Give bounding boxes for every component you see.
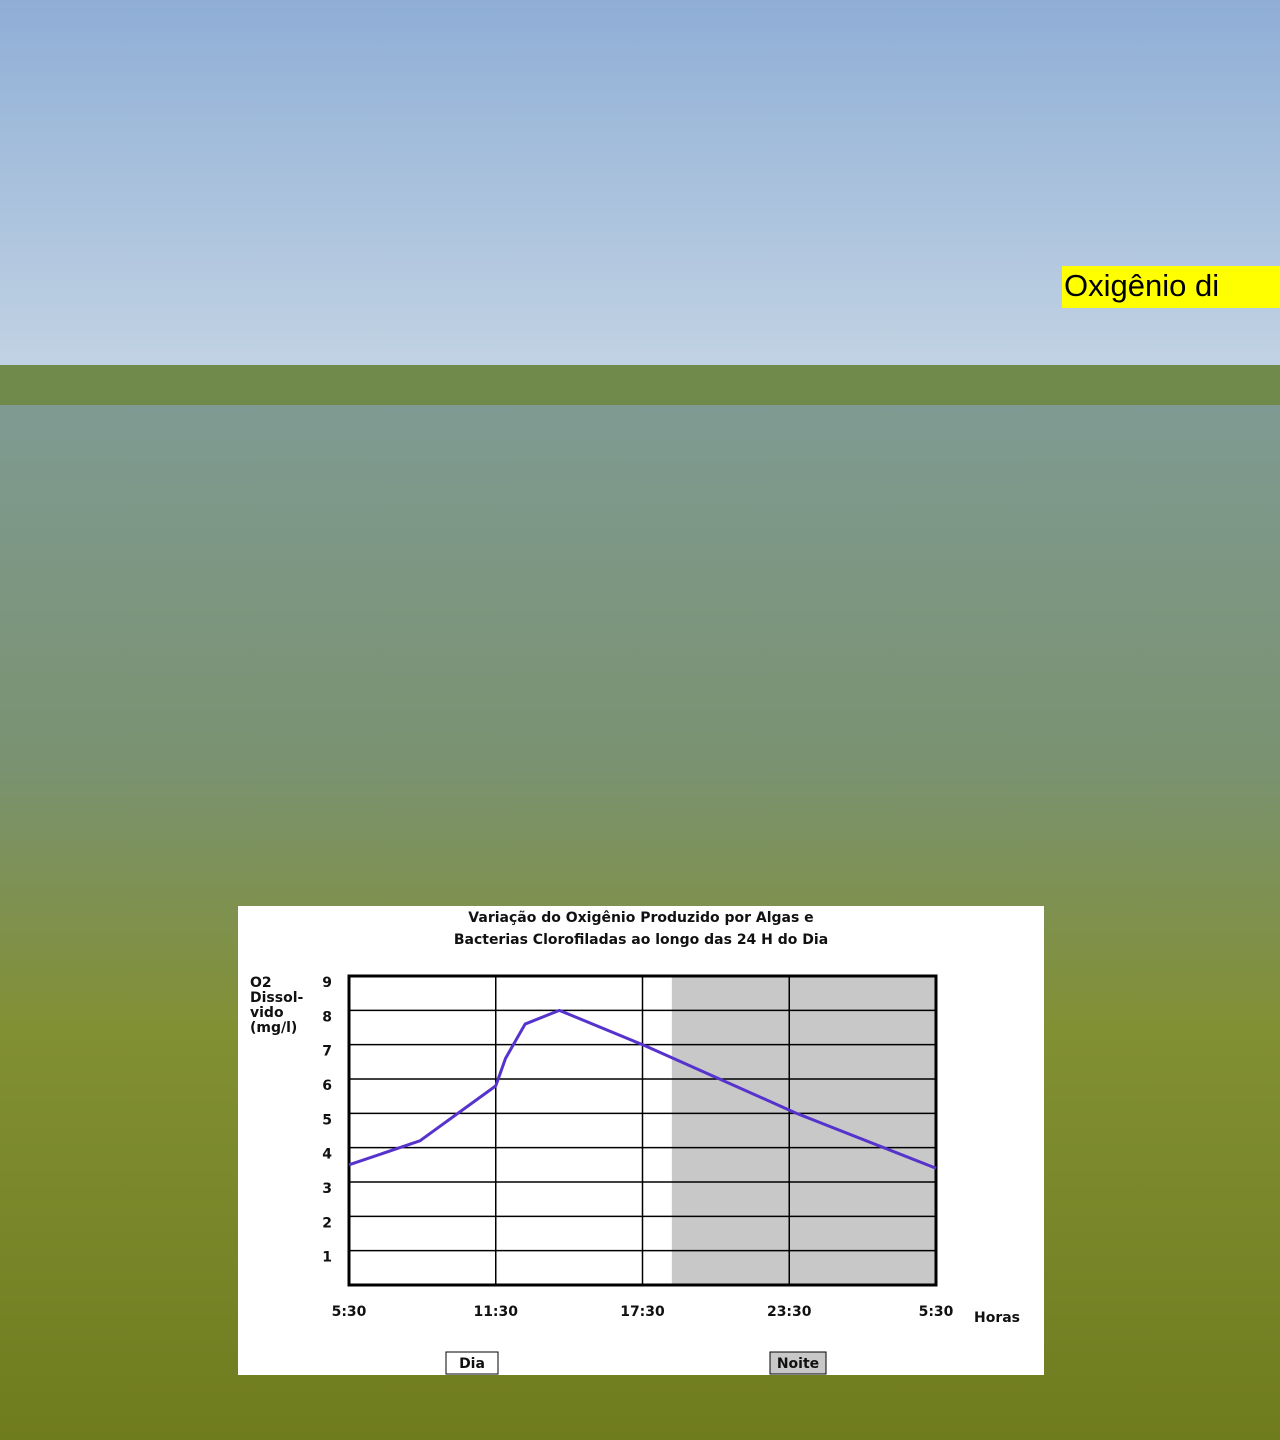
- scene: Oxigênio di Variação do Oxigênio Produzi…: [0, 0, 1280, 1440]
- x-tick-label: 5:30: [919, 1304, 954, 1320]
- chart-title: Bacterias Clorofiladas ao longo das 24 H…: [454, 932, 828, 948]
- y-axis-label: (mg/l): [250, 1020, 297, 1036]
- x-axis-label: Horas: [974, 1310, 1020, 1326]
- y-tick-label: 1: [322, 1250, 332, 1266]
- y-tick-label: 3: [322, 1181, 332, 1197]
- caption: Oxigênio di: [1064, 268, 1219, 303]
- x-tick-label: 11:30: [473, 1304, 518, 1320]
- y-tick-label: 2: [322, 1215, 332, 1231]
- night-shade: [672, 976, 936, 1285]
- y-tick-label: 7: [322, 1044, 332, 1060]
- y-axis-label: O2: [250, 975, 272, 991]
- x-tick-label: 23:30: [767, 1304, 812, 1320]
- y-tick-label: 5: [322, 1112, 332, 1128]
- y-tick-label: 9: [322, 975, 332, 991]
- x-tick-label: 17:30: [620, 1304, 665, 1320]
- legend-label: Noite: [777, 1356, 819, 1372]
- y-axis-label: Dissol-: [250, 990, 304, 1006]
- page: Oxigênio di Variação do Oxigênio Produzi…: [0, 0, 1280, 1440]
- y-tick-label: 4: [322, 1147, 332, 1163]
- x-tick-label: 5:30: [332, 1304, 367, 1320]
- chart-title: Variação do Oxigênio Produzido por Algas…: [468, 910, 813, 926]
- legend-label: Dia: [459, 1356, 485, 1372]
- y-axis-label: vido: [250, 1005, 284, 1021]
- y-tick-label: 8: [322, 1009, 332, 1025]
- y-tick-label: 6: [322, 1078, 332, 1094]
- sky: [0, 0, 1280, 380]
